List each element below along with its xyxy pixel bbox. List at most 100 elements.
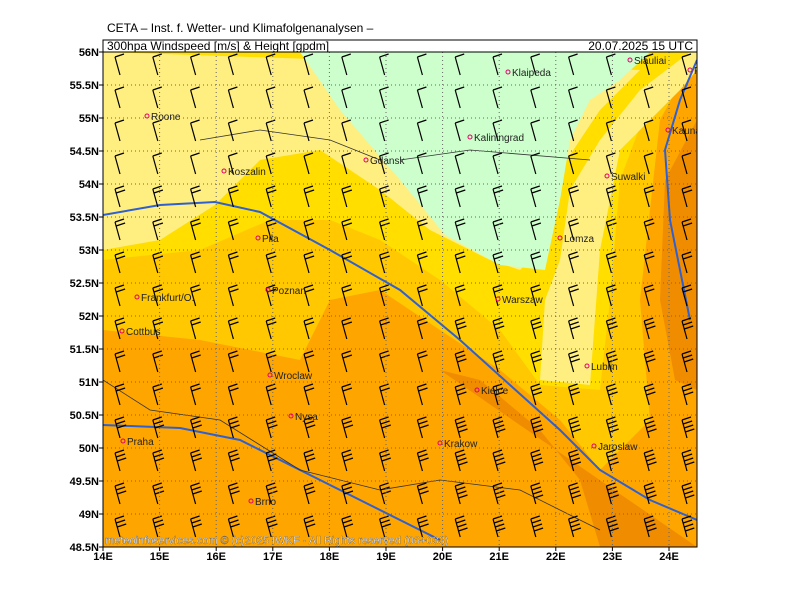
wind-barb bbox=[265, 86, 276, 109]
wind-barb bbox=[530, 284, 542, 307]
wind-barb bbox=[643, 284, 655, 307]
wind-barb bbox=[265, 185, 277, 208]
axis-ticks: 14E 15E 16E 17E 18E 19E 20E 21E 22E 23E 24E 56N 55.5… bbox=[70, 47, 679, 563]
wind-barb bbox=[492, 284, 504, 307]
city-label: Lublin bbox=[591, 362, 618, 373]
wind-barb bbox=[454, 383, 467, 406]
wind-barb bbox=[341, 53, 351, 76]
wind-barb bbox=[530, 53, 540, 76]
wind-barb bbox=[454, 152, 465, 175]
wind-barb bbox=[303, 416, 316, 439]
graticule bbox=[103, 52, 697, 547]
wind-barb bbox=[605, 185, 617, 208]
city-marker bbox=[467, 134, 473, 140]
lat-tick-label: 51N bbox=[79, 377, 99, 389]
wind-barb bbox=[492, 383, 505, 406]
height-contour bbox=[103, 200, 697, 521]
wind-barb bbox=[416, 350, 428, 373]
city-label: Roone bbox=[151, 112, 181, 123]
wind-barb bbox=[152, 449, 165, 472]
city-label: Klaipeda bbox=[512, 68, 551, 79]
wind-barb bbox=[227, 53, 238, 76]
city-marker bbox=[288, 413, 294, 419]
wind-barb bbox=[416, 86, 427, 109]
wind-barb bbox=[114, 383, 126, 406]
wind-barb bbox=[454, 416, 468, 439]
wind-barb bbox=[303, 482, 316, 505]
wind-barb bbox=[530, 482, 544, 505]
wind-barb bbox=[265, 416, 278, 439]
wind-barb bbox=[681, 284, 693, 307]
wind-barb bbox=[152, 482, 165, 505]
city-marker bbox=[437, 440, 443, 446]
wind-barb bbox=[341, 350, 353, 373]
wind-barb bbox=[568, 218, 579, 241]
wind-barb bbox=[568, 482, 582, 505]
lat-tick-label: 50N bbox=[79, 443, 99, 455]
wind-barb bbox=[643, 449, 657, 472]
wind-barb bbox=[379, 317, 390, 340]
city-marker bbox=[144, 113, 150, 119]
wind-barb bbox=[605, 86, 616, 109]
wind-barb bbox=[152, 152, 162, 175]
lon-tick-label: 15E bbox=[150, 551, 170, 563]
wind-barb bbox=[681, 185, 693, 208]
wind-barb bbox=[643, 185, 655, 208]
wind-barb bbox=[341, 218, 353, 241]
city-label: Poznan bbox=[272, 286, 306, 297]
wind-barb bbox=[265, 53, 276, 76]
date: 20.07.2025 15 UTC bbox=[588, 39, 693, 53]
wind-barb bbox=[605, 152, 616, 175]
wind-barb bbox=[190, 350, 201, 373]
wind-barb bbox=[681, 251, 693, 274]
wind-barb bbox=[643, 482, 657, 505]
lon-tick-label: 22E bbox=[546, 551, 566, 563]
wind-barb bbox=[492, 449, 506, 472]
lat-tick-label: 55N bbox=[79, 113, 99, 125]
wind-barb bbox=[416, 317, 428, 340]
wind-barb bbox=[303, 350, 315, 373]
wind-barb bbox=[379, 383, 390, 406]
wind-barb bbox=[643, 152, 654, 175]
wind-barb bbox=[227, 383, 239, 406]
wind-barb bbox=[605, 119, 616, 142]
wind-barb bbox=[605, 449, 619, 472]
wind-barb bbox=[416, 284, 428, 307]
wind-barb bbox=[114, 449, 127, 472]
wind-barb bbox=[454, 86, 465, 109]
wind-barb bbox=[605, 317, 618, 340]
wind-barb bbox=[416, 515, 429, 538]
wind-barb bbox=[303, 53, 314, 76]
city-marker bbox=[221, 168, 227, 174]
wind-barb bbox=[152, 350, 164, 373]
wind-barb bbox=[152, 317, 164, 340]
wind-barb bbox=[454, 317, 467, 340]
wind-barb bbox=[303, 317, 315, 340]
wind-barb bbox=[341, 185, 353, 208]
wind-barb bbox=[341, 317, 353, 340]
wind-barb bbox=[227, 449, 240, 472]
wind-barb bbox=[341, 119, 351, 142]
wind-barb bbox=[681, 416, 695, 439]
wind-barb bbox=[530, 515, 544, 538]
wind-barb bbox=[643, 383, 656, 406]
city-label: Brno bbox=[255, 497, 277, 508]
wind-barb bbox=[643, 317, 656, 340]
lat-tick-label: 51.5N bbox=[70, 344, 99, 356]
city-marker bbox=[627, 57, 633, 63]
wind-barb bbox=[643, 86, 654, 109]
lat-tick-label: 53N bbox=[79, 245, 99, 257]
wind-barb bbox=[454, 350, 467, 373]
wind-barb bbox=[152, 515, 165, 538]
wind-barb bbox=[492, 119, 503, 142]
wind-barb bbox=[265, 317, 277, 340]
footer: meteoinfoservices.com © (c)2025 IWKF - A… bbox=[105, 535, 448, 547]
city-labels: Siauliai Panevezys Klaipeda Kaunas Roone Kali… bbox=[119, 56, 697, 508]
wind-barb bbox=[416, 251, 428, 274]
city-marker bbox=[134, 294, 140, 300]
wind-barb bbox=[568, 86, 578, 109]
wind-barb bbox=[643, 515, 657, 538]
wind-barb bbox=[341, 383, 353, 406]
border bbox=[199, 129, 381, 161]
lat-tick-label: 53.5N bbox=[70, 212, 99, 224]
